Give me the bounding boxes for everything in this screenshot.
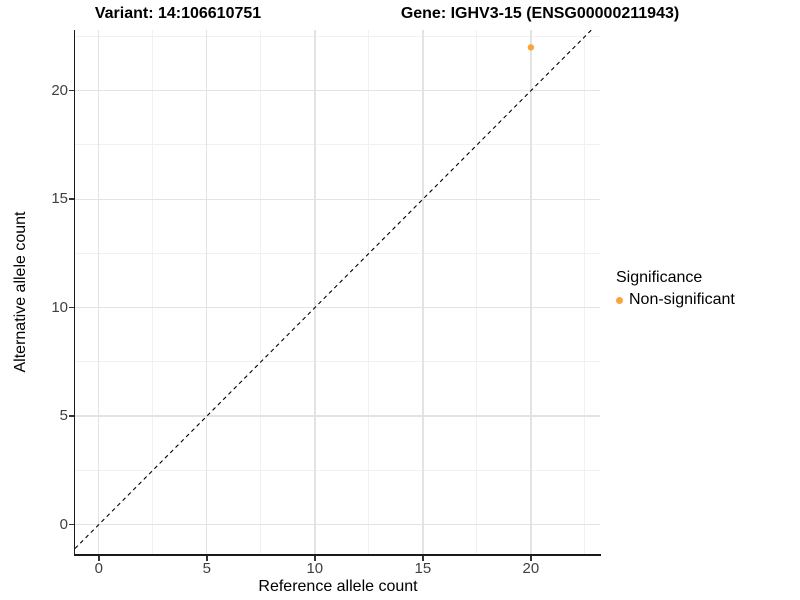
grid-minor-x — [260, 30, 262, 555]
legend-item-label: Non-significant — [629, 291, 735, 308]
grid-minor-x — [152, 30, 154, 555]
x-tick-label: 5 — [202, 560, 211, 577]
plot-canvas — [74, 29, 592, 549]
grid-minor-x — [368, 30, 370, 555]
y-axis-title: Alternative allele count — [12, 211, 29, 373]
grid-major-y — [75, 306, 600, 309]
grid-major-y — [75, 198, 600, 200]
grid-major-y — [75, 90, 600, 92]
x-tick-mark — [314, 556, 316, 561]
x-tick-label: 10 — [306, 560, 324, 577]
x-tick-mark — [206, 556, 208, 561]
grid-major-x — [206, 30, 208, 555]
legend: Significance Non-significant — [616, 269, 735, 309]
grid-major-x — [422, 30, 424, 555]
y-tick-mark — [69, 523, 74, 526]
grid-minor-y — [75, 36, 600, 37]
x-axis-line — [73, 554, 601, 556]
grid-minor-y — [75, 361, 600, 363]
x-tick-mark — [530, 556, 532, 561]
y-tick-label: 0 — [59, 515, 68, 533]
y-tick-label: 20 — [51, 81, 68, 99]
plot-title-variant: Variant: 14:106610751 — [94, 5, 262, 22]
legend-title: Significance — [616, 269, 703, 286]
y-tick-label: 10 — [51, 298, 68, 316]
grid-major-x — [314, 30, 316, 555]
y-tick-mark — [69, 415, 74, 417]
y-axis-line — [73, 30, 76, 556]
x-tick-label: 0 — [94, 560, 103, 577]
grid-major-y — [75, 415, 600, 417]
grid-major-x — [98, 30, 100, 555]
x-axis-title: Reference allele count — [258, 578, 418, 595]
legend-item-non-significant: Non-significant — [616, 291, 735, 309]
grid-minor-y — [75, 469, 600, 471]
grid-major-x — [530, 30, 532, 555]
y-tick-mark — [69, 198, 74, 200]
data-point — [527, 44, 535, 51]
y-tick-label: 15 — [51, 190, 68, 208]
y-tick-mark — [69, 306, 74, 309]
grid-minor-x — [584, 30, 586, 555]
grid-minor-x — [476, 30, 478, 555]
plot-title-gene: Gene: IGHV3-15 (ENSG00000211943) — [400, 5, 680, 22]
legend-point-icon — [616, 296, 623, 304]
x-tick-label: 15 — [414, 560, 432, 577]
y-tick-mark — [69, 89, 74, 92]
y-tick-label: 5 — [59, 407, 68, 425]
grid-minor-y — [75, 144, 600, 146]
identity-dashed-line — [74, 29, 592, 549]
x-tick-mark — [422, 556, 424, 561]
grid-major-y — [75, 523, 600, 526]
grid-minor-y — [75, 252, 600, 254]
x-tick-label: 20 — [522, 560, 540, 577]
plot-panel — [74, 29, 600, 555]
x-tick-mark — [98, 556, 100, 561]
